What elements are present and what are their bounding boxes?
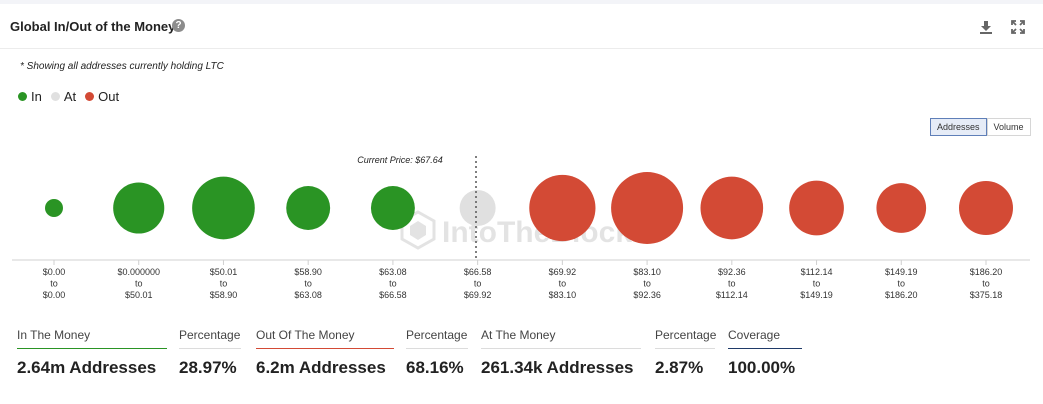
- x-tick-label: to: [220, 279, 228, 289]
- stat-value: 68.16%: [406, 358, 464, 377]
- stat-3: Percentage 68.16%: [406, 326, 468, 378]
- x-tick-label: $112.14: [801, 267, 833, 277]
- legend-dot-at: [50, 92, 60, 101]
- x-tick-label: to: [559, 279, 567, 289]
- bubble-in[interactable]: [45, 199, 63, 217]
- stats-row: In The Money 2.64m Addresses Percentage 28.…: [0, 326, 1043, 396]
- legend-label-in: In: [31, 89, 42, 104]
- x-tick-label: $92.36: [633, 290, 661, 300]
- x-tick-label: to: [50, 279, 58, 289]
- bubble-in[interactable]: [113, 182, 165, 234]
- stat-1: Percentage 28.97%: [179, 326, 241, 378]
- metric-toggle: Addresses Volume: [930, 118, 1031, 136]
- panel-title: Global In/Out of the Money: [10, 19, 176, 34]
- holding-note: * Showing all addresses currently holdin…: [20, 61, 224, 72]
- stat-5: Percentage 2.87%: [655, 326, 716, 378]
- x-tick-label: $149.19: [885, 267, 918, 277]
- bubble-in[interactable]: [286, 186, 331, 230]
- download-icon[interactable]: [979, 20, 993, 34]
- x-tick-label: $186.20: [885, 290, 918, 300]
- volume-button[interactable]: Volume: [986, 118, 1031, 136]
- bubble-in[interactable]: [370, 186, 415, 230]
- watermark: IntoTheBlock: [400, 210, 632, 250]
- x-tick-label: $58.90: [210, 290, 238, 300]
- legend-label-out: Out: [98, 89, 120, 104]
- stat-label: Percentage: [179, 326, 241, 349]
- legend-item-at[interactable]: At: [50, 89, 77, 104]
- x-tick-label: $66.58: [379, 290, 407, 300]
- x-tick-label: to: [304, 279, 312, 289]
- stat-value: 28.97%: [179, 358, 237, 377]
- chart-legend: In At Out: [18, 89, 128, 104]
- stat-label: In The Money: [17, 326, 167, 349]
- stat-value: 2.87%: [655, 358, 704, 377]
- x-tick-label: $63.08: [379, 267, 407, 277]
- x-tick-label: $112.14: [716, 290, 748, 300]
- stat-label: At The Money: [481, 326, 641, 349]
- help-icon[interactable]: ?: [172, 19, 185, 32]
- bubble-out[interactable]: [789, 180, 844, 236]
- stat-0: In The Money 2.64m Addresses: [17, 326, 167, 378]
- x-tick-label: $58.90: [294, 267, 322, 277]
- stat-value: 100.00%: [728, 358, 796, 377]
- x-tick-label: $149.19: [800, 290, 833, 300]
- legend-label-at: At: [63, 89, 77, 104]
- stat-label: Out Of The Money: [256, 326, 394, 349]
- x-tick-label: $186.20: [970, 267, 1003, 277]
- x-tick-label: $0.00: [43, 290, 66, 300]
- legend-item-out[interactable]: Out: [85, 89, 119, 104]
- x-tick-label: to: [898, 279, 906, 289]
- stat-2: Out Of The Money 6.2m Addresses: [256, 326, 394, 378]
- stat-value: 261.34k Addresses: [481, 358, 634, 377]
- x-tick-label: $83.10: [633, 267, 661, 277]
- bubble-at[interactable]: [459, 190, 496, 226]
- bubble-in[interactable]: [192, 176, 255, 240]
- x-tick-label: to: [813, 279, 821, 289]
- x-tick-label: $0.000000: [117, 267, 160, 277]
- legend-dot-out: [85, 92, 95, 101]
- stat-label: Percentage: [655, 326, 716, 349]
- x-tick-label: $69.92: [464, 290, 492, 300]
- bubble-out[interactable]: [700, 176, 764, 240]
- x-tick-label: $63.08: [294, 290, 322, 300]
- x-tick-label: to: [389, 279, 397, 289]
- x-tick-label: $375.18: [970, 290, 1003, 300]
- stat-label: Coverage: [728, 326, 802, 349]
- stat-value: 2.64m Addresses: [17, 358, 157, 377]
- bubble-chart: IntoTheBlock $0.00to$0.00$0.000000to$50.…: [12, 155, 1030, 300]
- x-tick-label: $50.01: [125, 290, 153, 300]
- bubble-out[interactable]: [959, 181, 1013, 235]
- bubble-out[interactable]: [876, 183, 927, 233]
- x-tick-label: to: [643, 279, 651, 289]
- bubble-out[interactable]: [529, 174, 596, 242]
- x-tick-label: $92.36: [718, 267, 746, 277]
- legend-item-in[interactable]: In: [18, 89, 42, 104]
- x-tick-label: $83.10: [549, 290, 577, 300]
- expand-icon[interactable]: [1011, 20, 1025, 34]
- x-tick-label: to: [135, 279, 143, 289]
- legend-dot-in: [18, 92, 27, 101]
- addresses-button[interactable]: Addresses: [930, 118, 987, 136]
- x-tick-label: to: [474, 279, 482, 289]
- current-price-label: Current Price: $67.64: [357, 155, 443, 165]
- stat-6: Coverage 100.00%: [728, 326, 802, 378]
- x-tick-label: to: [728, 279, 736, 289]
- stat-value: 6.2m Addresses: [256, 358, 386, 377]
- x-tick-label: $66.58: [464, 267, 492, 277]
- x-tick-label: to: [982, 279, 990, 289]
- top-border: [0, 0, 1043, 4]
- bubble-out[interactable]: [611, 172, 684, 244]
- stat-4: At The Money 261.34k Addresses: [481, 326, 641, 378]
- panel-header: Global In/Out of the Money ?: [0, 4, 1043, 49]
- stat-label: Percentage: [406, 326, 468, 349]
- x-tick-label: $50.01: [210, 267, 238, 277]
- x-tick-label: $0.00: [43, 267, 66, 277]
- x-tick-label: $69.92: [549, 267, 577, 277]
